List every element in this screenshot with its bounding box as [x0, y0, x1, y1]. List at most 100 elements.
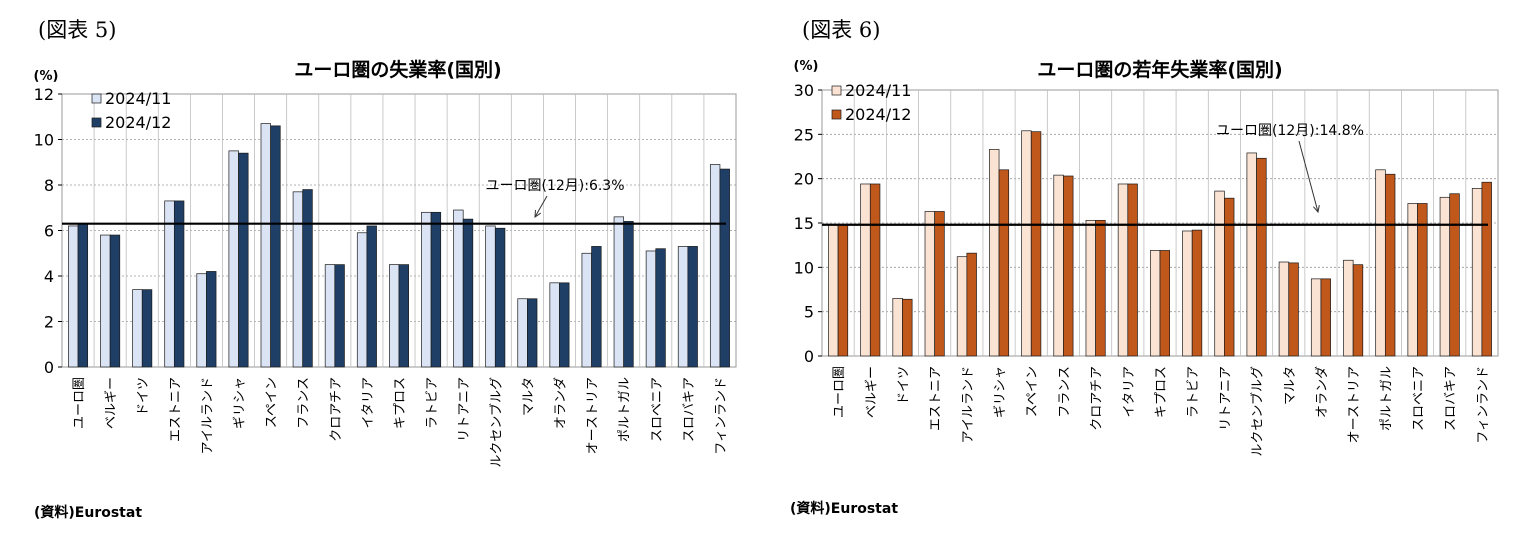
y-tick-label: 12 [34, 85, 54, 104]
bar-2024/12-スロバキア [1449, 193, 1460, 357]
x-tick-label: リトアニア [1218, 366, 1233, 431]
legend-swatch [831, 85, 842, 96]
bar-2024/12-イタリア [1127, 183, 1138, 357]
x-tick-label: イタリア [361, 377, 376, 428]
bar-2024/11-ドイツ [892, 298, 903, 357]
bar-2024/12-ユーロ圏 [77, 223, 89, 368]
bar-2024/12-ユーロ圏 [837, 224, 849, 357]
bar-2024/11-スペイン [1021, 130, 1032, 357]
x-tick-label: エストニア [168, 377, 183, 442]
x-tick-label: イタリア [1122, 366, 1137, 417]
x-tick-label: ベルギー [104, 377, 119, 429]
chart-title: ユーロ圏の若年失業率(国別) [1037, 58, 1282, 81]
bar-2024/11-ポルトガル [1375, 169, 1386, 357]
bar-2024/12-オランダ [1320, 278, 1331, 357]
bar-2024/12-ドイツ [141, 289, 153, 368]
bar-2024/11-キプロス [389, 264, 400, 368]
y-tick-label: 4 [44, 267, 54, 286]
y-tick-label: 15 [794, 214, 814, 233]
bar-2024/11-オーストリア [1343, 259, 1354, 357]
bar-2024/11-フランス [292, 191, 304, 368]
y-tick-label: 8 [44, 176, 54, 195]
bar-2024/12-リトアニア [1224, 197, 1235, 357]
figure-6-source: (資料)Eurostat [790, 501, 899, 517]
x-tick-label: エストニア [929, 366, 944, 431]
bar-2024/12-ドイツ [902, 298, 913, 357]
chart-title: ユーロ圏の失業率(国別) [294, 58, 501, 81]
bar-2024/11-リトアニア [1214, 190, 1225, 357]
bar-2024/11-マルタ [1278, 261, 1290, 357]
y-tick-label: 25 [794, 125, 814, 144]
bar-2024/11-ドイツ [132, 289, 143, 368]
bar-2024/11-ルクセンブルグ [485, 225, 496, 368]
bar-2024/12-スペイン [270, 125, 281, 368]
bar-2024/11-フィンランド [709, 164, 721, 368]
legend-label: 2024/12 [845, 105, 911, 124]
x-tick-label: オーストリア [586, 377, 601, 454]
legend-swatch [91, 117, 102, 128]
x-tick-label: オーストリア [1347, 366, 1362, 443]
bar-2024/11-スペイン [260, 123, 271, 368]
bar-2024/11-ラトビア [1182, 230, 1193, 357]
bar-2024/12-クロアチア [334, 264, 345, 368]
bar-2024/12-ポルトガル [623, 221, 634, 368]
bar-2024/11-オランダ [549, 282, 560, 368]
x-tick-label: クロアチア [1090, 366, 1105, 431]
y-tick-label: 2 [44, 313, 54, 332]
bar-2024/12-オーストリア [1352, 264, 1364, 357]
bar-2024/12-ルクセンブルグ [494, 227, 506, 368]
bar-2024/11-ルクセンブルグ [1246, 152, 1257, 357]
reference-line-arrowhead [534, 209, 542, 218]
y-tick-label: 0 [804, 347, 814, 366]
x-tick-label: フランス [297, 377, 312, 429]
bar-2024/12-キプロス [1159, 250, 1171, 357]
x-tick-label: オランダ [553, 377, 568, 429]
x-tick-label: ギリシャ [233, 377, 248, 429]
bar-2024/11-ユーロ圏 [828, 224, 839, 357]
bar-2024/12-フィンランド [719, 168, 730, 368]
y-tick-label: 5 [804, 303, 814, 322]
legend-label: 2024/11 [105, 89, 171, 108]
bar-2024/11-ユーロ圏 [68, 225, 79, 368]
bar-2024/12-スロベニア [1417, 203, 1428, 357]
y-tick-label: 10 [34, 131, 54, 150]
bar-2024/12-リトアニア [462, 218, 474, 368]
x-tick-label: ラトビア [425, 377, 440, 429]
legend-label: 2024/11 [845, 81, 911, 100]
x-tick-label: スロベニア [650, 377, 665, 442]
bar-2024/12-フランス [1063, 175, 1074, 357]
legend-label: 2024/12 [105, 113, 171, 132]
y-unit-label: (%) [794, 59, 819, 74]
y-unit-label: (%) [34, 69, 59, 84]
bar-2024/11-マルタ [517, 298, 528, 368]
x-tick-label: ドイツ [896, 366, 911, 405]
bar-2024/11-フランス [1053, 174, 1064, 357]
x-tick-label: スペイン [1025, 366, 1040, 417]
bar-2024/12-マルタ [527, 298, 538, 368]
bar-2024/11-イタリア [1117, 183, 1129, 357]
bar-2024/12-ポルトガル [1384, 173, 1396, 357]
x-tick-label: ベルギー [864, 366, 879, 418]
unemployment-rate-chart: ユーロ圏の失業率(国別) (%) 0 2 4 6 8 10 12 ユーロ圏 ベルギー ドイツ エストニア… [34, 58, 737, 468]
figure-5-label: (図表 5) [38, 18, 117, 42]
x-tick-label: マルタ [521, 377, 536, 416]
x-tick-label: ポルトガル [618, 377, 633, 442]
bar-2024/12-エストニア [173, 200, 185, 368]
figure-5-source: (資料)Eurostat [34, 505, 143, 521]
bar-2024/12-フランス [302, 189, 313, 368]
x-tick-label: アイルランド [200, 377, 215, 454]
legend-swatch [91, 93, 102, 104]
bar-2024/12-ラトビア [1191, 229, 1203, 357]
x-tick-label: アイルランド [961, 366, 976, 443]
x-tick-label: フィンランド [1476, 366, 1491, 444]
bar-2024/12-ベルギー [869, 183, 881, 357]
bar-2024/12-フィンランド [1481, 181, 1492, 357]
bar-2024/12-ギリシャ [238, 152, 249, 368]
x-tick-label: フィンランド [714, 377, 729, 455]
reference-line-pointer [1298, 140, 1319, 213]
bar-2024/11-スロバキア [1439, 196, 1451, 357]
y-tick-label: 10 [794, 258, 814, 277]
bar-2024/12-キプロス [398, 264, 409, 368]
bar-2024/12-ルクセンブルグ [1256, 157, 1267, 357]
bar-2024/11-アイルランド [956, 256, 968, 357]
